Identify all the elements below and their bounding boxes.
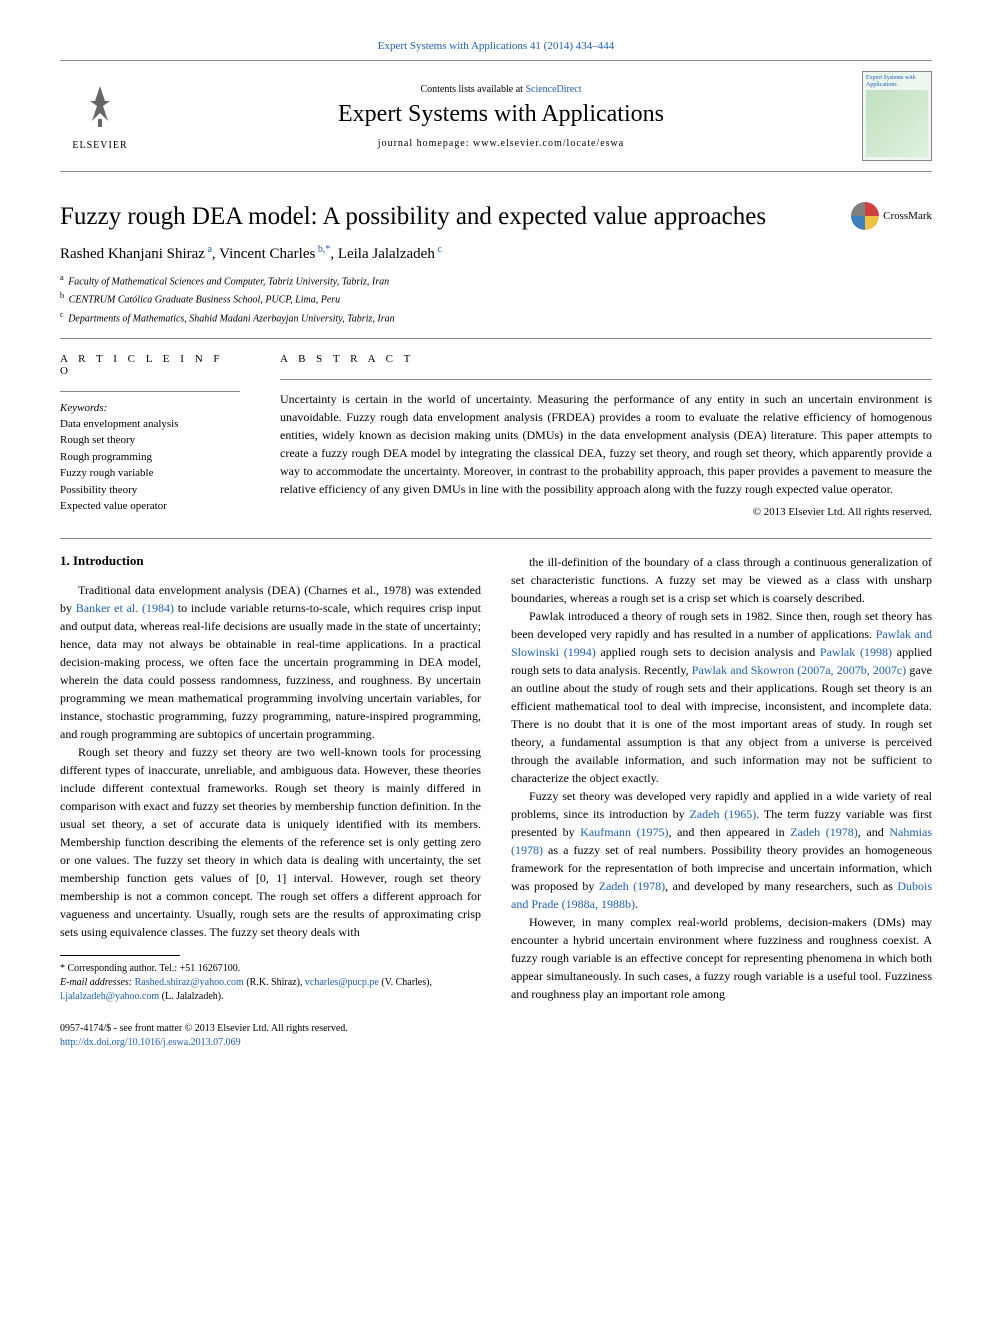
- affiliation-marker: b: [60, 291, 64, 300]
- crossmark-badge-icon: [851, 202, 879, 230]
- affiliation-marker: a: [60, 273, 64, 282]
- author-marker: a: [205, 244, 212, 255]
- affiliation-marker: c: [60, 310, 64, 319]
- info-abstract-row: A R T I C L E I N F O Keywords: Data env…: [60, 353, 932, 518]
- article-title: Fuzzy rough DEA model: A possibility and…: [60, 202, 831, 232]
- divider: [280, 379, 932, 380]
- keyword: Rough set theory: [60, 432, 240, 449]
- publisher-name: ELSEVIER: [72, 140, 127, 151]
- paragraph: Rough set theory and fuzzy set theory ar…: [60, 743, 481, 941]
- paragraph: Traditional data envelopment analysis (D…: [60, 581, 481, 743]
- crossmark-widget[interactable]: CrossMark: [851, 202, 932, 230]
- citation[interactable]: Banker et al. (1984): [76, 601, 174, 615]
- paragraph: Fuzzy set theory was developed very rapi…: [511, 787, 932, 913]
- publisher-logo: ELSEVIER: [60, 81, 140, 151]
- affiliation: b CENTRUM Católica Graduate Business Sch…: [60, 291, 932, 305]
- cover-title: Expert Systems with Applications: [866, 75, 928, 88]
- affiliation: a Faculty of Mathematical Sciences and C…: [60, 273, 932, 287]
- article-info-heading: A R T I C L E I N F O: [60, 353, 240, 377]
- journal-ref-link[interactable]: Expert Systems with Applications 41 (201…: [378, 40, 614, 52]
- author: Leila Jalalzadeh: [338, 246, 435, 262]
- divider: [60, 538, 932, 539]
- contents-line: Contents lists available at ScienceDirec…: [140, 84, 862, 95]
- article-info-column: A R T I C L E I N F O Keywords: Data env…: [60, 353, 240, 518]
- affiliations-block: a Faculty of Mathematical Sciences and C…: [60, 273, 932, 324]
- paragraph: Pawlak introduced a theory of rough sets…: [511, 607, 932, 787]
- corresponding-author-note: * Corresponding author. Tel.: +51 162671…: [60, 962, 481, 976]
- keywords-list: Data envelopment analysisRough set theor…: [60, 416, 240, 515]
- left-column: 1. Introduction Traditional data envelop…: [60, 553, 481, 1004]
- homepage-label: journal homepage:: [378, 138, 473, 149]
- journal-homepage: journal homepage: www.elsevier.com/locat…: [140, 138, 862, 149]
- abstract-text: Uncertainty is certain in the world of u…: [280, 390, 932, 498]
- citation[interactable]: Dubois and Prade (1988a, 1988b): [511, 879, 932, 911]
- abstract-column: A B S T R A C T Uncertainty is certain i…: [280, 353, 932, 518]
- keyword: Possibility theory: [60, 482, 240, 499]
- authors-line: Rashed Khanjani Shiraz a, Vincent Charle…: [60, 244, 932, 263]
- paragraph: the ill-definition of the boundary of a …: [511, 553, 932, 607]
- journal-reference: Expert Systems with Applications 41 (201…: [60, 40, 932, 52]
- email-link[interactable]: vcharles@pucp.pe: [305, 977, 379, 988]
- keyword: Fuzzy rough variable: [60, 465, 240, 482]
- author: Rashed Khanjani Shiraz: [60, 246, 205, 262]
- keyword: Rough programming: [60, 449, 240, 466]
- author-marker: c: [435, 244, 442, 255]
- author-marker: b,*: [315, 244, 330, 255]
- citation[interactable]: Kaufmann (1975): [580, 825, 668, 839]
- citation[interactable]: Pawlak and Skowron (2007a, 2007b, 2007c): [692, 663, 906, 677]
- doi-link[interactable]: http://dx.doi.org/10.1016/j.eswa.2013.07…: [60, 1037, 241, 1048]
- masthead-center: Contents lists available at ScienceDirec…: [140, 84, 862, 149]
- sciencedirect-link[interactable]: ScienceDirect: [525, 84, 581, 95]
- author: Vincent Charles: [219, 246, 315, 262]
- journal-name: Expert Systems with Applications: [140, 101, 862, 128]
- citation[interactable]: Pawlak (1998): [820, 645, 892, 659]
- contents-prefix: Contents lists available at: [420, 84, 525, 95]
- masthead: ELSEVIER Contents lists available at Sci…: [60, 60, 932, 172]
- citation[interactable]: Nahmias (1978): [511, 825, 932, 857]
- email-addresses: E-mail addresses: Rashed.shiraz@yahoo.co…: [60, 976, 481, 1004]
- divider: [60, 338, 932, 339]
- right-column: the ill-definition of the boundary of a …: [511, 553, 932, 1004]
- citation[interactable]: Zadeh (1965): [689, 807, 756, 821]
- citation[interactable]: Zadeh (1978): [599, 879, 665, 893]
- divider: [60, 391, 240, 392]
- title-row: Fuzzy rough DEA model: A possibility and…: [60, 202, 932, 232]
- affiliation: c Departments of Mathematics, Shahid Mad…: [60, 310, 932, 324]
- journal-cover-thumbnail: Expert Systems with Applications: [862, 71, 932, 161]
- page: Expert Systems with Applications 41 (201…: [0, 0, 992, 1090]
- crossmark-label: CrossMark: [883, 210, 932, 222]
- email-link[interactable]: l.jalalzadeh@yahoo.com: [60, 991, 159, 1002]
- keyword: Expected value operator: [60, 498, 240, 515]
- body-columns: 1. Introduction Traditional data envelop…: [60, 553, 932, 1004]
- footnote-separator: [60, 955, 180, 956]
- homepage-url: www.elsevier.com/locate/eswa: [473, 138, 624, 149]
- email-link[interactable]: Rashed.shiraz@yahoo.com: [135, 977, 244, 988]
- elsevier-tree-icon: [75, 81, 125, 138]
- page-footer: 0957-4174/$ - see front matter © 2013 El…: [60, 1022, 932, 1050]
- email-label: E-mail addresses:: [60, 977, 135, 988]
- keyword: Data envelopment analysis: [60, 416, 240, 433]
- keywords-label: Keywords:: [60, 402, 240, 414]
- section-heading: 1. Introduction: [60, 553, 481, 569]
- abstract-copyright: © 2013 Elsevier Ltd. All rights reserved…: [280, 506, 932, 518]
- cover-image-icon: [866, 90, 928, 157]
- paragraph: However, in many complex real-world prob…: [511, 913, 932, 1003]
- issn-line: 0957-4174/$ - see front matter © 2013 El…: [60, 1022, 932, 1036]
- abstract-heading: A B S T R A C T: [280, 353, 932, 365]
- citation[interactable]: Zadeh (1978): [790, 825, 858, 839]
